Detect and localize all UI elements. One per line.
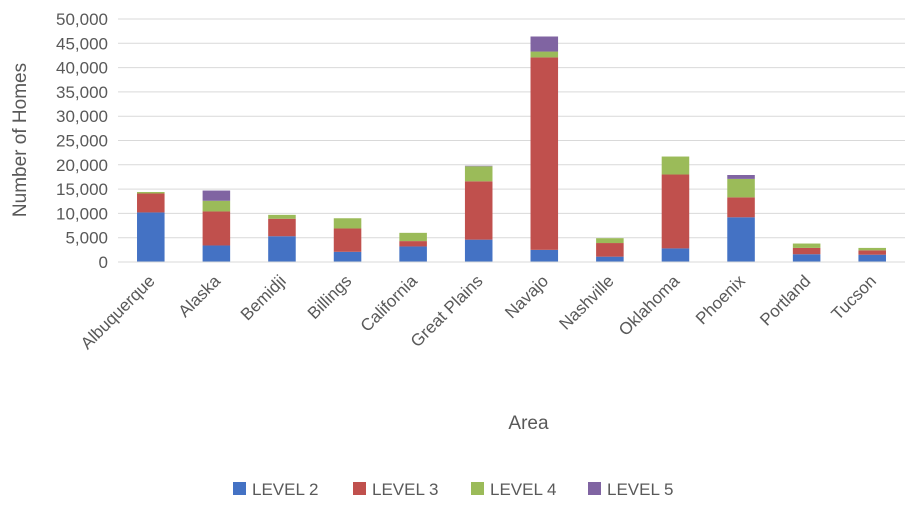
x-axis-label: Area (508, 413, 549, 434)
bar-level-2-tucson (858, 255, 886, 262)
bar-level-4-navajo (531, 52, 559, 58)
y-tick-label: 50,000 (56, 10, 108, 29)
bar-level-3-bemidji (268, 219, 296, 236)
x-tick-label: Nashville (555, 271, 617, 333)
bar-level-2-bemidji (268, 236, 296, 262)
legend: LEVEL 2 LEVEL 3 LEVEL 4 LEVEL 5 (233, 480, 673, 499)
bar-level-3-nashville (596, 243, 624, 257)
bar-level-5-phoenix (727, 175, 755, 179)
bar-level-4-bemidji (268, 215, 296, 219)
y-tick-label: 20,000 (56, 156, 108, 175)
legend-label: LEVEL 2 (252, 480, 318, 499)
bar-level-3-navajo (531, 57, 559, 249)
y-tick-label: 25,000 (56, 132, 108, 151)
x-tick-label: Phoenix (692, 271, 749, 328)
bar-level-3-billings (334, 228, 362, 251)
bar-level-3-alaska (203, 211, 231, 245)
bar-level-4-albuquerque (137, 192, 165, 193)
y-axis-label: Number of Homes (10, 63, 31, 217)
legend-label: LEVEL 4 (490, 480, 556, 499)
bar-level-2-alaska (203, 245, 231, 262)
bar-level-3-portland (793, 248, 821, 254)
bar-level-3-tucson (858, 250, 886, 254)
bar-level-2-billings (334, 252, 362, 262)
x-tick-label: Portland (756, 271, 814, 329)
y-tick-label: 40,000 (56, 59, 108, 78)
y-axis-ticks: 0 5,000 10,000 15,000 20,000 25,000 30,000 35,0… (56, 10, 108, 272)
y-tick-label: 10,000 (56, 204, 108, 223)
legend-label: LEVEL 3 (372, 480, 438, 499)
bar-level-4-phoenix (727, 179, 755, 197)
bar-level-4-nashville (596, 238, 624, 243)
x-tick-label: Tucson (828, 271, 880, 323)
bar-level-3-phoenix (727, 197, 755, 217)
bar-level-3-great-plains (465, 181, 493, 239)
bar-level-2-california (399, 246, 427, 262)
gridlines (118, 19, 905, 238)
bar-level-4-portland (793, 244, 821, 248)
bar-level-4-alaska (203, 201, 231, 212)
bar-level-2-albuquerque (137, 212, 165, 262)
x-tick-label: Billings (304, 271, 356, 323)
legend-swatch-level-2 (233, 482, 246, 495)
x-tick-label: California (357, 271, 422, 336)
y-tick-label: 30,000 (56, 107, 108, 126)
y-tick-label: 15,000 (56, 180, 108, 199)
bar-level-3-california (399, 241, 427, 246)
x-tick-label: Alaska (175, 271, 225, 321)
x-tick-label: Bemidji (237, 271, 290, 324)
bar-level-2-phoenix (727, 217, 755, 262)
bar-level-5-alaska (203, 191, 231, 201)
bar-level-2-portland (793, 254, 821, 262)
legend-swatch-level-3 (353, 482, 366, 495)
legend-label: LEVEL 5 (607, 480, 673, 499)
bar-level-2-oklahoma (662, 248, 690, 262)
bar-level-2-nashville (596, 257, 624, 262)
y-tick-label: 5,000 (65, 229, 108, 248)
y-tick-label: 45,000 (56, 34, 108, 53)
bar-level-3-albuquerque (137, 193, 165, 212)
bar-level-2-navajo (531, 250, 559, 262)
legend-swatch-level-4 (471, 482, 484, 495)
x-tick-label: Oklahoma (615, 271, 684, 340)
bar-level-3-oklahoma (662, 175, 690, 249)
bar-level-5-navajo (531, 36, 559, 51)
legend-swatch-level-5 (588, 482, 601, 495)
x-tick-label: Navajo (501, 271, 552, 322)
bar-level-4-great-plains (465, 166, 493, 181)
bar-level-4-tucson (858, 248, 886, 250)
bars (137, 36, 886, 262)
bar-level-4-billings (334, 218, 362, 228)
bar-level-4-california (399, 233, 427, 241)
bar-level-2-great-plains (465, 240, 493, 262)
y-tick-label: 35,000 (56, 83, 108, 102)
x-tick-label: Albuquerque (77, 271, 159, 353)
y-tick-label: 0 (99, 253, 108, 272)
bar-level-4-oklahoma (662, 157, 690, 175)
